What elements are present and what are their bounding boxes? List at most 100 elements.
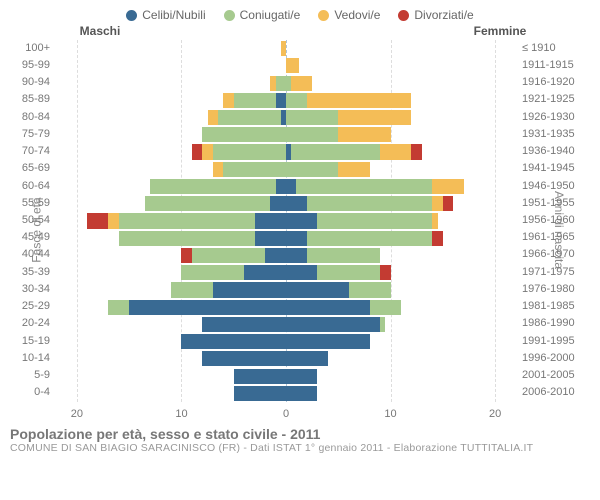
age-label: 10-14 <box>10 353 50 364</box>
bar-male <box>56 231 286 246</box>
bar-stack-female <box>286 334 516 349</box>
bar-row <box>56 162 516 177</box>
bar-segment <box>223 162 286 177</box>
bar-stack-female <box>286 213 516 228</box>
bar-male <box>56 58 286 73</box>
legend-label: Coniugati/e <box>240 8 301 22</box>
bar-row <box>56 231 516 246</box>
bar-stack-female <box>286 300 516 315</box>
legend-label: Celibi/Nubili <box>142 8 205 22</box>
bar-segment <box>286 386 317 401</box>
age-label: 55-59 <box>10 198 50 209</box>
bar-row <box>56 300 516 315</box>
age-label: 15-19 <box>10 336 50 347</box>
age-label: 100+ <box>10 43 50 54</box>
bar-segment <box>87 213 108 228</box>
age-label: 30-34 <box>10 284 50 295</box>
gender-header: Maschi Femmine <box>10 24 590 38</box>
age-label: 20-24 <box>10 318 50 329</box>
birth-label: 1941-1945 <box>522 163 590 174</box>
bar-segment <box>223 93 233 108</box>
bar-stack-female <box>286 317 516 332</box>
bar-stack-male <box>56 231 286 246</box>
bar-row <box>56 41 516 56</box>
bar-segment <box>213 282 286 297</box>
bar-segment <box>218 110 281 125</box>
bar-segment <box>286 265 317 280</box>
bar-male <box>56 369 286 384</box>
age-label: 70-74 <box>10 146 50 157</box>
birth-label: 1911-1915 <box>522 60 590 71</box>
birth-label: 1916-1920 <box>522 77 590 88</box>
bar-row <box>56 196 516 211</box>
birth-label: 1981-1985 <box>522 301 590 312</box>
birth-label: 1926-1930 <box>522 112 590 123</box>
bar-female <box>286 300 516 315</box>
bar-row <box>56 127 516 142</box>
bar-male <box>56 76 286 91</box>
bar-male <box>56 93 286 108</box>
legend-item: Coniugati/e <box>224 8 301 22</box>
y-axis-left: Fasce di età 100+95-9990-9485-8980-8475-… <box>10 40 56 420</box>
bar-male <box>56 282 286 297</box>
bar-male <box>56 110 286 125</box>
birth-label: 1931-1935 <box>522 129 590 140</box>
bar-segment <box>286 351 328 366</box>
age-label: 85-89 <box>10 94 50 105</box>
age-label: 25-29 <box>10 301 50 312</box>
bar-segment <box>202 317 286 332</box>
bar-segment <box>244 265 286 280</box>
bar-male <box>56 213 286 228</box>
bar-segment <box>286 369 317 384</box>
bar-stack-male <box>56 213 286 228</box>
bar-row <box>56 351 516 366</box>
bar-row <box>56 93 516 108</box>
bar-female <box>286 127 516 142</box>
bar-female <box>286 110 516 125</box>
bar-female <box>286 386 516 401</box>
bar-female <box>286 93 516 108</box>
age-label: 40-44 <box>10 249 50 260</box>
bar-row <box>56 386 516 401</box>
bar-segment <box>286 334 370 349</box>
bar-female <box>286 265 516 280</box>
bar-stack-female <box>286 76 516 91</box>
bar-male <box>56 127 286 142</box>
bar-segment <box>234 369 286 384</box>
bar-female <box>286 162 516 177</box>
bar-stack-female <box>286 282 516 297</box>
bar-row <box>56 213 516 228</box>
bar-stack-female <box>286 162 516 177</box>
bar-male <box>56 386 286 401</box>
pyramid-chart: Celibi/NubiliConiugati/eVedovi/eDivorzia… <box>0 0 600 500</box>
bar-segment <box>349 282 391 297</box>
bar-segment <box>307 248 380 263</box>
bar-stack-male <box>56 265 286 280</box>
bar-stack-female <box>286 127 516 142</box>
bar-female <box>286 334 516 349</box>
x-tick: 0 <box>283 408 289 420</box>
bar-stack-male <box>56 41 286 56</box>
bar-segment <box>286 127 338 142</box>
bar-stack-male <box>56 127 286 142</box>
bar-segment <box>432 179 463 194</box>
bar-stack-male <box>56 351 286 366</box>
bar-segment <box>145 196 270 211</box>
x-axis: 201001020 <box>56 402 516 420</box>
bar-segment <box>317 213 432 228</box>
bar-stack-female <box>286 351 516 366</box>
legend-dot <box>398 10 409 21</box>
female-label: Femmine <box>300 24 590 38</box>
bar-segment <box>181 248 191 263</box>
bar-row <box>56 248 516 263</box>
birth-label: 1956-1960 <box>522 215 590 226</box>
bar-female <box>286 351 516 366</box>
bar-segment <box>276 76 286 91</box>
bar-segment <box>119 213 255 228</box>
bar-segment <box>286 196 307 211</box>
bar-stack-male <box>56 196 286 211</box>
bar-stack-male <box>56 334 286 349</box>
bar-male <box>56 317 286 332</box>
bar-row <box>56 282 516 297</box>
bar-stack-male <box>56 76 286 91</box>
